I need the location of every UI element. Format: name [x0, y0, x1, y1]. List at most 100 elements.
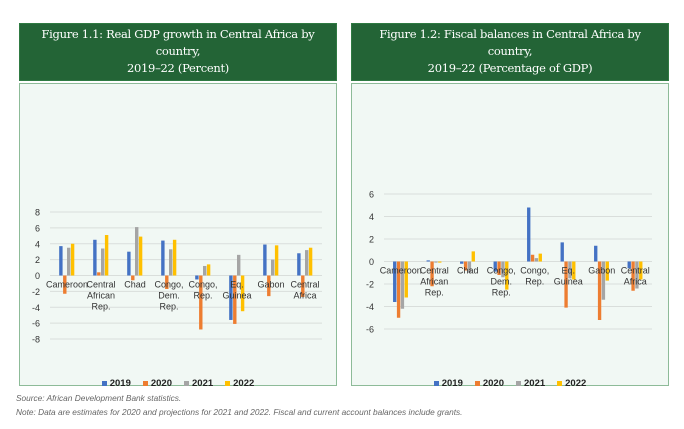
y-tick-label: 8: [35, 208, 40, 218]
x-category-label: Gabon: [588, 266, 615, 276]
bar-2021: [271, 259, 275, 276]
legend-item-2020: 2020: [474, 378, 504, 389]
x-category-label: Congo,: [520, 266, 549, 276]
x-category-label: Rep.: [425, 288, 444, 298]
data-note: Note: Data are estimates for 2020 and pr…: [16, 407, 463, 417]
bar-2022: [274, 245, 279, 276]
bar-2021: [305, 250, 309, 276]
y-tick-label: 6: [35, 223, 40, 233]
bar-2021: [434, 261, 438, 263]
bar-2022: [240, 275, 245, 312]
bar-2020: [631, 261, 635, 291]
legend-swatch-2019: [433, 381, 439, 386]
title-line-1: Figure 1.2: Fiscal balances in Central A…: [379, 27, 641, 58]
title-line-1: Figure 1.1: Real GDP growth in Central A…: [41, 27, 315, 58]
bar-2019: [297, 253, 301, 276]
y-tick-label: 4: [35, 239, 40, 249]
bar-2022: [572, 261, 576, 280]
figure-1-1-chart-area: 8 6 4 2 0 -2 -4 -6 -8 Cameroon Central African Rep. C…: [19, 83, 337, 389]
bar-2020: [131, 275, 135, 281]
bar-2020: [301, 275, 305, 297]
figure-1-2-panel: Figure 1.2: Fiscal balances in Central A…: [351, 23, 669, 389]
bar-2019: [59, 246, 63, 276]
bar-2022: [172, 239, 177, 276]
x-category-label: Cameroon: [46, 280, 88, 290]
bar-2021: [101, 248, 105, 276]
bar-2020: [233, 275, 237, 324]
y-tick-label: 2: [35, 255, 40, 265]
bar-2021: [203, 265, 207, 276]
legend-item-2019: 2019: [433, 378, 463, 389]
legend-item-2021: 2021: [516, 378, 545, 389]
bar-2020: [396, 261, 401, 318]
y-tick-label: 6: [369, 190, 374, 200]
bar-2019: [195, 275, 199, 280]
title-line-2: 2019–22 (Percentage of GDP): [427, 61, 593, 75]
legend-swatch-2020: [474, 381, 480, 386]
x-category-label: Rep.: [91, 302, 110, 312]
footnotes: Source: African Development Bank statist…: [16, 391, 462, 419]
figure-1-1-panel: Figure 1.1: Real GDP growth in Central A…: [19, 23, 337, 389]
x-category-label: Congo,: [154, 280, 183, 290]
bar-2022: [206, 264, 211, 276]
bar-2022: [505, 261, 509, 290]
bar-2021: [601, 261, 606, 300]
x-category-label: Gabon: [257, 280, 284, 290]
bar-2021: [534, 258, 539, 262]
y-tick-label: -2: [366, 280, 374, 290]
bar-2021: [501, 261, 505, 278]
bar-2019: [93, 239, 97, 276]
y-tick-label: 4: [369, 212, 374, 222]
legend-label: 2021: [192, 378, 214, 389]
bar-2021: [67, 247, 71, 276]
y-tick-label: 0: [369, 257, 374, 267]
bar-2020: [199, 275, 203, 330]
bar-2022: [538, 253, 542, 262]
legend-swatch-2022: [557, 381, 563, 386]
bar-2020: [430, 261, 434, 287]
bar-2022: [438, 261, 442, 263]
x-category-label: Eq.: [230, 280, 244, 290]
legend-item-2020: 2020: [142, 378, 172, 389]
bar-2022: [138, 236, 143, 276]
x-category-label: African: [420, 277, 448, 287]
bar-2022: [605, 261, 609, 281]
x-category-label: Africa: [293, 291, 316, 301]
bar-2021: [237, 254, 241, 276]
y-tick-label: 2: [369, 235, 374, 245]
legend-label: 2020: [150, 378, 172, 389]
bar-2022: [104, 235, 109, 276]
fiscal-balance-chart: 6420-2-4-6CameroonCentralAfricanRep.Chad…: [366, 190, 652, 335]
y-tick-label: -2: [32, 287, 40, 297]
x-category-label: Central: [290, 280, 319, 290]
bar-2019: [161, 240, 165, 276]
legend-item-2022: 2022: [225, 378, 254, 389]
bar-2021: [635, 261, 639, 289]
x-category-label: Central: [420, 266, 449, 276]
bar-2020: [530, 254, 535, 262]
bar-2021: [169, 249, 173, 276]
gdp-growth-chart: 86420-2-4-6-8CameroonCentralAfricanRep.C…: [32, 208, 322, 345]
bar-2019: [263, 244, 267, 276]
figure-1-2-chart-area: 6 4 2 0 -2 -4 -6 Cameroon Central African Rep. Chad…: [351, 83, 669, 389]
y-tick-label: -6: [366, 325, 374, 335]
bar-2019: [229, 275, 233, 320]
bar-2019: [393, 261, 397, 302]
x-category-label: Central: [621, 266, 650, 276]
legend-swatch-2021: [184, 381, 189, 386]
bar-2021: [400, 261, 405, 309]
bar-2022: [70, 243, 75, 276]
title-line-2: 2019–22 (Percent): [127, 61, 229, 75]
bar-2020: [165, 275, 169, 289]
legend-label: 2021: [524, 378, 546, 389]
bar-2019: [594, 245, 598, 262]
x-category-label: Congo,: [487, 266, 516, 276]
bar-2020: [63, 275, 67, 294]
bar-2022: [639, 261, 643, 280]
bar-2020: [97, 272, 101, 276]
bar-2020: [463, 261, 468, 271]
bar-2019: [527, 207, 531, 262]
bar-2019: [493, 261, 497, 272]
bar-2019: [460, 261, 464, 264]
y-tick-label: -4: [366, 302, 374, 312]
